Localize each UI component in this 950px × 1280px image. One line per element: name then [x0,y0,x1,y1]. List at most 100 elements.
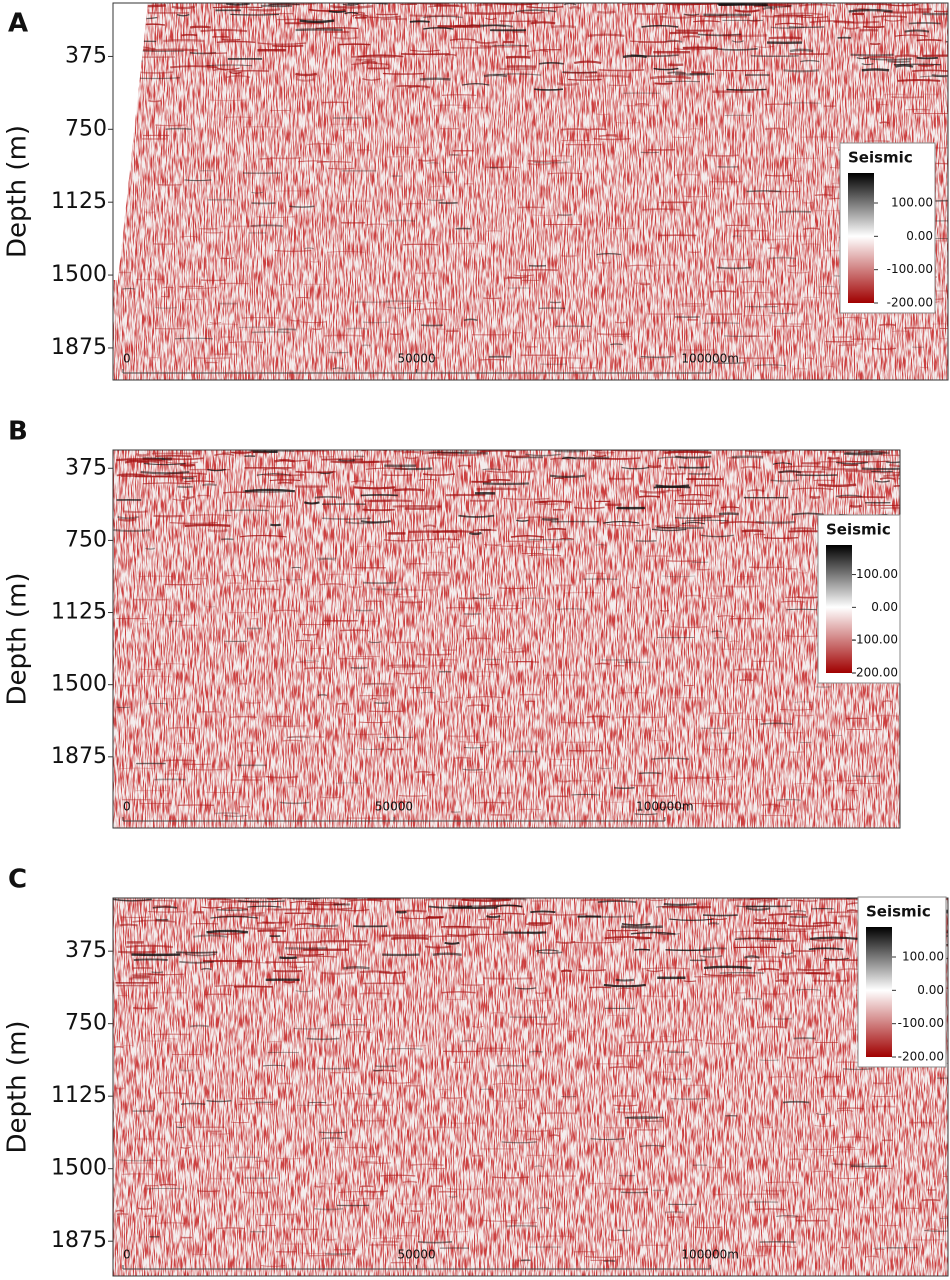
colorbar-ramp [848,173,874,303]
reflector [724,335,757,337]
reflector [685,519,729,522]
reflector [441,991,476,994]
reflector [819,285,837,288]
colorbar-tick-label: 100.00 [902,950,944,964]
reflector [667,71,686,75]
reflector [740,280,765,283]
reflector [768,256,797,260]
reflector [646,969,664,973]
reflector [639,495,661,498]
reflector [153,242,174,246]
reflector [764,174,792,177]
reflector [711,918,728,921]
reflector [722,585,760,588]
colorbar-tick-label: 0.00 [917,983,944,997]
reflector [206,929,249,934]
reflector [201,906,222,909]
reflector [804,357,814,360]
reflector [135,452,150,457]
reflector [787,1246,798,1249]
reflector [541,518,559,521]
reflector [697,775,736,779]
reflector [457,464,472,468]
reflector [492,1082,518,1085]
reflector [837,1107,864,1110]
reflector [712,803,738,805]
reflector [520,268,558,272]
reflector [757,1025,787,1029]
reflector [783,69,819,73]
reflector [290,319,302,322]
reflector [442,171,457,174]
reflector [714,47,758,51]
reflector [580,898,621,902]
reflector [782,1100,810,1104]
reflector [808,947,844,951]
reflector [159,1183,177,1186]
reflector [718,512,739,516]
reflector [137,71,174,74]
reflector [193,934,228,938]
reflector [256,216,295,219]
reflector [606,523,650,527]
reflector [663,466,676,470]
reflector [734,9,760,13]
reflector [743,955,760,959]
reflector [645,898,668,902]
reflector [371,588,407,591]
reflector [245,488,295,493]
reflector [827,456,840,460]
reflector [436,453,481,457]
reflector [454,227,472,230]
reflector [665,949,712,952]
reflector [478,918,505,921]
reflector [231,451,252,454]
reflector [534,88,564,91]
reflector [268,5,290,8]
reflector [870,58,912,61]
reflector [256,473,292,476]
reflector [178,285,204,288]
reflector [634,936,650,940]
reflector [795,988,821,991]
y-axis-label: Depth (m) [3,572,33,705]
reflector [528,49,549,53]
reflector [856,57,870,60]
reflector [382,72,424,75]
reflector [897,79,941,82]
reflector [926,1228,938,1231]
reflector [863,55,895,59]
reflector [586,715,611,718]
reflector [180,1146,191,1149]
y-tick-label: 375 [65,455,107,480]
reflector [614,786,635,790]
reflector [884,19,903,22]
reflector [765,127,787,130]
reflector [667,489,681,492]
reflector [302,633,319,636]
reflector [764,303,798,306]
reflector [237,900,285,903]
panel: B Depth (m) 375 750 1125 1500 1875 0 50000 100000… [3,417,901,829]
panel-label: A [8,9,28,39]
reflector [229,71,242,75]
reflector [472,596,494,600]
reflector [351,14,369,17]
reflector [119,1159,156,1162]
reflector [176,13,190,17]
reflector [230,13,280,16]
reflector [836,1109,854,1112]
reflector [467,704,490,707]
colorbar-tick-label: 100.00 [856,567,898,581]
reflector [786,1056,817,1059]
reflector [663,902,697,906]
reflector [677,304,706,308]
reflector [505,647,524,650]
reflector [229,341,264,344]
reflector [296,78,315,82]
reflector [207,468,226,472]
reflector [557,779,572,783]
reflector [761,15,804,18]
reflector [260,1264,285,1268]
reflector [508,1065,521,1068]
